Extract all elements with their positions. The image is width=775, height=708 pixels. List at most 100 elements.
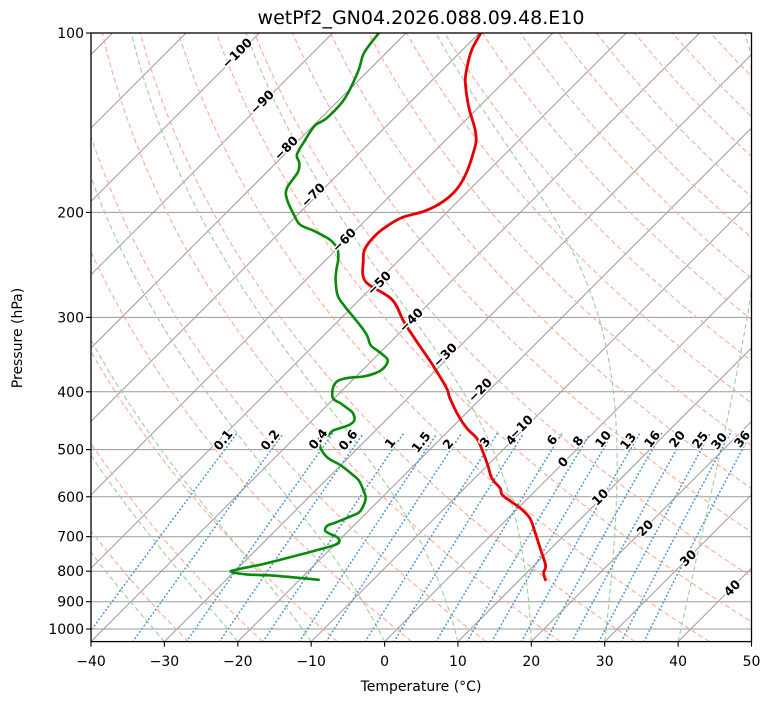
moist-adiabat-line bbox=[677, 33, 752, 642]
x-tick-label: 20 bbox=[522, 654, 540, 670]
isotherm-line bbox=[91, 33, 554, 496]
y-axis: 100 200 300 400 500 600 700 800 900 1000 bbox=[48, 26, 91, 638]
dry-adiabat-line bbox=[405, 33, 752, 404]
dry-adiabat-line bbox=[91, 250, 412, 642]
isotherm-line bbox=[457, 347, 752, 642]
isotherm-label: −60 bbox=[329, 225, 360, 256]
x-tick-label: 10 bbox=[449, 654, 467, 670]
mixing-ratio-label: 36 bbox=[731, 427, 754, 450]
mixing-ratio-line bbox=[520, 432, 641, 642]
mixing-ratio-line bbox=[643, 432, 752, 642]
x-tick-label: −40 bbox=[76, 654, 106, 670]
mixing-ratio-lines bbox=[91, 432, 752, 642]
dry-adiabat-line bbox=[253, 33, 752, 578]
dry-adiabat-line bbox=[367, 33, 752, 447]
dry-adiabat-line bbox=[710, 33, 752, 78]
isotherm-line bbox=[91, 33, 627, 569]
mixing-ratio-label: 0.4 bbox=[305, 425, 331, 452]
y-tick-label: 300 bbox=[57, 310, 84, 326]
isotherm-label: 0 bbox=[555, 453, 572, 470]
isotherm-line bbox=[91, 33, 407, 349]
y-tick-label: 500 bbox=[57, 443, 84, 459]
dry-adiabat-line bbox=[748, 33, 752, 37]
y-tick-label: 1000 bbox=[48, 622, 84, 638]
x-tick-label: −20 bbox=[223, 654, 253, 670]
y-tick-label: 400 bbox=[57, 385, 84, 401]
x-axis-title: Temperature (°C) bbox=[360, 679, 482, 695]
dry-adiabat-line bbox=[101, 33, 561, 642]
moist-adiabat-lines bbox=[91, 33, 752, 642]
mixing-ratio-line bbox=[598, 432, 711, 642]
x-tick-label: −30 bbox=[150, 654, 180, 670]
isotherm-line bbox=[164, 53, 752, 642]
x-tick-label: −10 bbox=[296, 654, 326, 670]
mixing-ratio-line bbox=[364, 432, 498, 642]
dry-adiabat-line bbox=[91, 442, 264, 642]
mixing-ratio-line bbox=[435, 432, 563, 642]
moist-adiabat-line bbox=[435, 33, 618, 642]
isotherm-line bbox=[91, 33, 480, 423]
isotherm-label: −20 bbox=[465, 375, 496, 406]
mixing-ratio-line bbox=[393, 432, 525, 642]
y-tick-label: 100 bbox=[57, 26, 84, 42]
moist-adiabat-line bbox=[91, 454, 239, 642]
mixing-ratio-label: 25 bbox=[689, 428, 712, 451]
mixing-ratio-line bbox=[491, 432, 614, 642]
isotherm-label: −50 bbox=[364, 268, 395, 299]
mixing-ratio-line bbox=[185, 432, 334, 642]
isotherm-label: −90 bbox=[247, 87, 278, 118]
mixing-ratio-line bbox=[571, 432, 687, 642]
mixing-ratio-line bbox=[262, 432, 405, 642]
mixing-ratio-line bbox=[325, 432, 463, 642]
x-tick-label: 50 bbox=[743, 654, 761, 670]
mixing-ratio-label: 30 bbox=[708, 429, 731, 452]
y-tick-label: 800 bbox=[57, 564, 84, 580]
dry-adiabat-line bbox=[557, 33, 752, 239]
isotherm-line bbox=[751, 640, 752, 642]
isotherm-line bbox=[530, 420, 752, 642]
dry-adiabat-line bbox=[177, 33, 710, 642]
moist-adiabat-line bbox=[245, 33, 532, 642]
chart-title: wetPf2_GN04.2026.088.09.48.E10 bbox=[258, 7, 585, 29]
y-tick-label: 900 bbox=[57, 595, 84, 611]
isotherm-line bbox=[91, 33, 187, 129]
x-tick-label: 40 bbox=[669, 654, 687, 670]
mixing-ratio-line bbox=[91, 432, 238, 632]
mixing-ratio-line bbox=[218, 432, 364, 642]
mixing-ratio-line bbox=[298, 432, 438, 642]
moist-adiabat-line bbox=[750, 639, 752, 642]
isotherm-line bbox=[384, 273, 752, 642]
isotherm-line bbox=[677, 567, 752, 642]
mixing-ratio-label: 3 bbox=[476, 434, 493, 450]
mixing-ratio-label: 16 bbox=[641, 427, 664, 450]
isotherm-line bbox=[310, 200, 752, 642]
dry-adiabat-line bbox=[329, 33, 752, 490]
y-tick-label: 600 bbox=[57, 490, 84, 506]
x-tick-label: 30 bbox=[596, 654, 614, 670]
y-tick-label: 700 bbox=[57, 530, 84, 546]
mixing-ratio-line bbox=[544, 432, 663, 642]
dry-adiabat-line bbox=[519, 33, 752, 279]
mixing-ratio-label: 6 bbox=[543, 432, 560, 448]
plot-border bbox=[90, 32, 753, 643]
dry-adiabat-line bbox=[481, 33, 752, 321]
moist-adiabat-line bbox=[91, 338, 312, 642]
mixing-ratio-line bbox=[620, 432, 731, 642]
dry-adiabat-line bbox=[91, 350, 338, 642]
mixing-ratio-label: 1.5 bbox=[408, 429, 433, 456]
isotherm-label: −70 bbox=[298, 180, 329, 211]
mixing-ratio-label: 1 bbox=[381, 435, 398, 451]
temperature-curve bbox=[361, 33, 548, 582]
dry-adiabat-line bbox=[91, 134, 487, 642]
mixing-ratio-line bbox=[466, 432, 591, 642]
moist-adiabat-line bbox=[91, 175, 386, 642]
x-axis: −40 −30 −20 −10 0 10 20 30 40 50 bbox=[76, 641, 761, 670]
dry-adiabat-line bbox=[91, 529, 189, 642]
dry-adiabat-line bbox=[443, 33, 752, 362]
dry-adiabat-line bbox=[291, 33, 752, 533]
dry-adiabat-line bbox=[215, 33, 752, 623]
isotherm-line bbox=[91, 33, 700, 642]
dewpoint-curve bbox=[229, 33, 390, 582]
